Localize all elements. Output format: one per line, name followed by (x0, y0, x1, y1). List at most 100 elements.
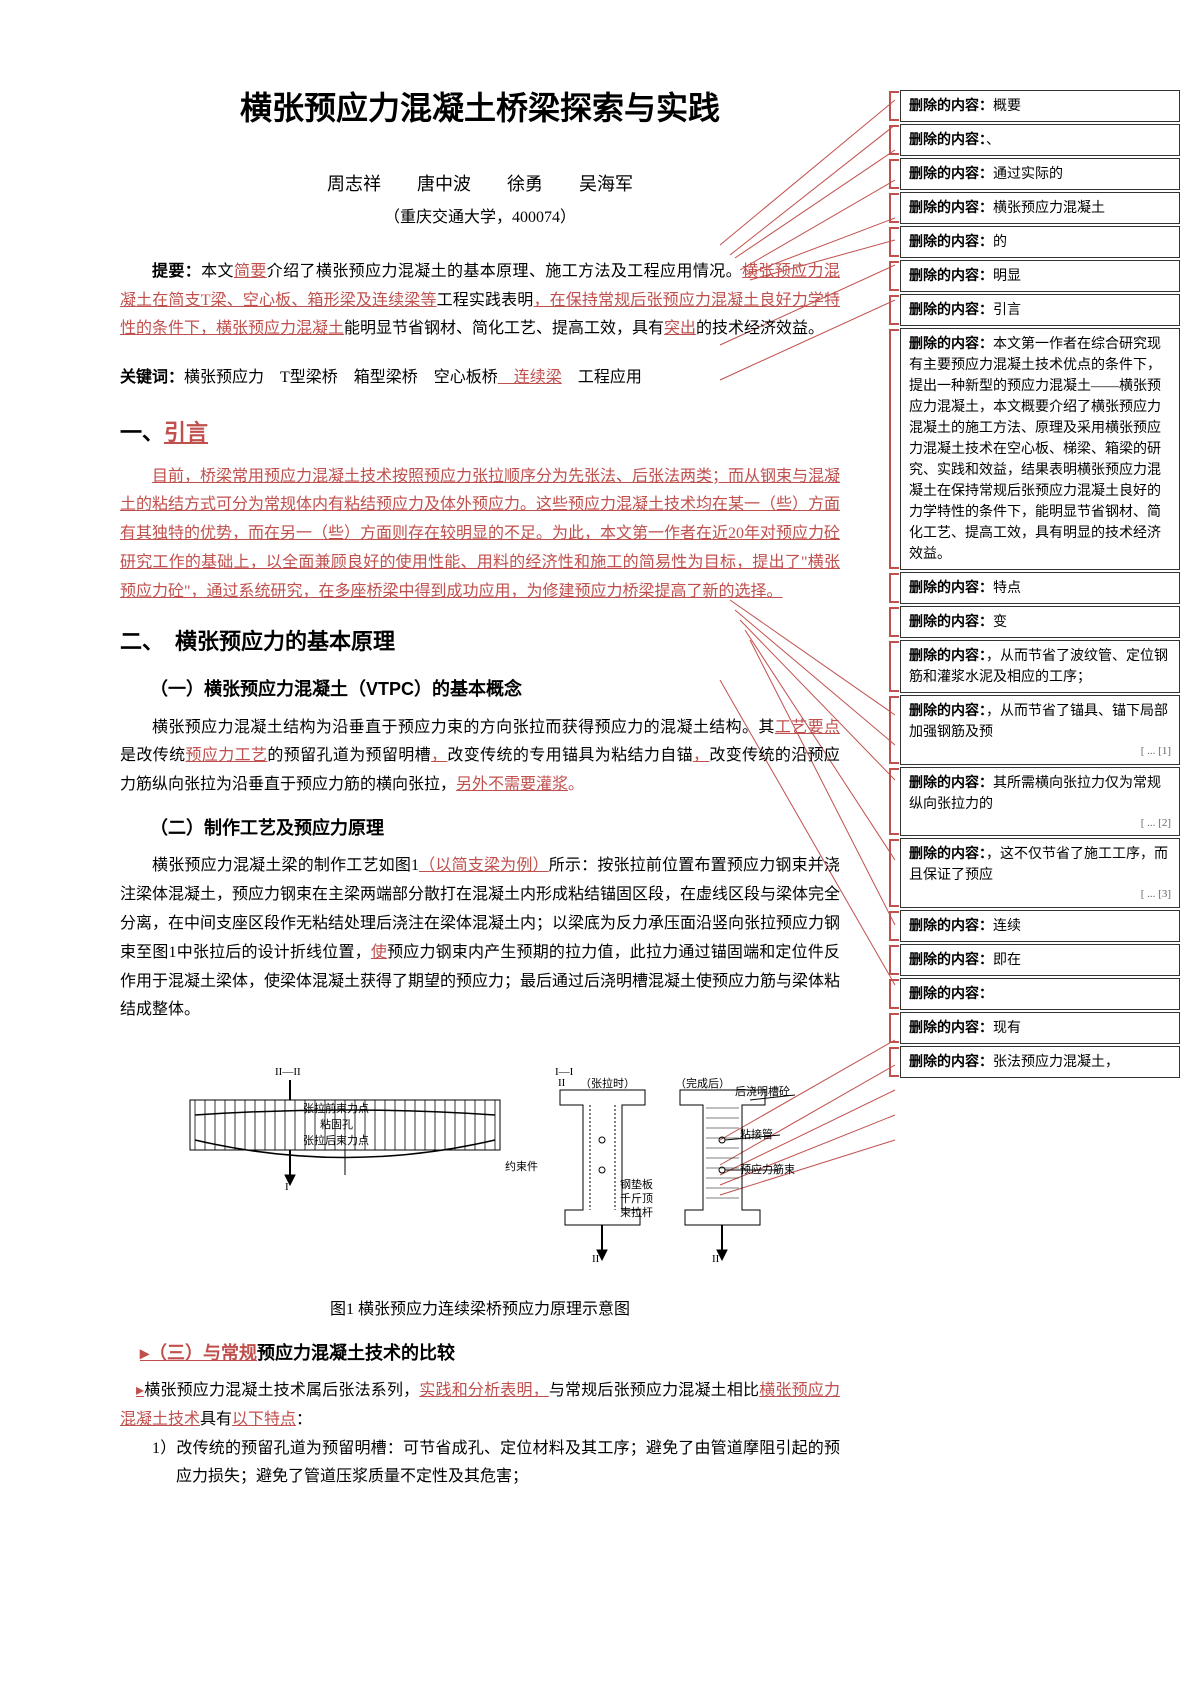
insertion: ， (693, 747, 709, 764)
revision-text: 明显 (993, 269, 1021, 284)
insertion: 使 (371, 944, 387, 961)
heading-2-2: （二）制作工艺及预应力原理 (150, 812, 840, 844)
insertion-caret: ▸ (136, 1382, 144, 1399)
revision-balloon: 删除的内容：通过实际的 (900, 158, 1180, 190)
insertion: （三）与 (149, 1343, 221, 1363)
revision-label: 删除的内容： (909, 97, 993, 113)
insertion: 目前，桥梁常用预应力混凝土技术按照预应力张拉顺序分为先张法、后张法两类；而从钢束… (120, 468, 840, 600)
authors-line: 周志祥 唐中波 徐勇 吴海军 (120, 168, 840, 200)
keywords: 关键词：横张预应力 T型梁桥 箱型梁桥 空心板桥 连续梁 工程应用 (120, 364, 840, 393)
revision-label: 删除的内容： (909, 613, 993, 629)
svg-text:后浇明槽砼: 后浇明槽砼 (735, 1085, 790, 1098)
svg-text:粘固孔: 粘固孔 (320, 1117, 353, 1131)
insertion: 预应力工艺 (185, 747, 267, 764)
paper-title: 横张预应力混凝土桥梁探索与实践 (120, 80, 840, 138)
revision-balloon: 删除的内容：、 (900, 124, 1180, 156)
revision-label: 删除的内容： (909, 951, 993, 967)
revision-balloon: 删除的内容：的 (900, 226, 1180, 258)
revision-label: 删除的内容： (909, 165, 993, 181)
revision-balloon: 删除的内容：横张预应力混凝土 (900, 192, 1180, 224)
abstract: 提要：本文简要介绍了横张预应力混凝土的基本原理、施工方法及工程应用情况。横张预应… (120, 258, 840, 344)
revision-label: 删除的内容： (909, 199, 993, 215)
svg-text:（张拉时）: （张拉时） (580, 1076, 635, 1090)
revision-balloon: 删除的内容：概要 (900, 90, 1180, 122)
svg-text:钢垫板: 钢垫板 (620, 1177, 653, 1191)
svg-text:II: II (592, 1253, 600, 1265)
revision-balloon: 删除的内容：其所需横向张拉力仅为常规纵向张拉力的[ ... [2] (900, 767, 1180, 837)
revision-balloon: 删除的内容：，从而节省了锚具、锚下局部加强钢筋及预[ ... [1] (900, 695, 1180, 765)
figure-1-caption: 图1 横张预应力连续梁桥预应力原理示意图 (120, 1296, 840, 1325)
revision-balloon: 删除的内容：，从而节省了波纹管、定位钢筋和灌浆水泥及相应的工序； (900, 640, 1180, 693)
insertion: 以下特点 (232, 1411, 296, 1428)
heading-2-1: （一）横张预应力混凝土（VTPC）的基本概念 (150, 673, 840, 705)
affiliation: （重庆交通大学，400074） (120, 204, 840, 233)
insertion: 连续梁 (498, 369, 562, 386)
revision-balloon: 删除的内容：，这不仅节省了施工工序，而且保证了预应[ ... [3] (900, 838, 1180, 908)
revision-label: 删除的内容： (909, 1053, 993, 1069)
svg-text:粘接管: 粘接管 (740, 1127, 773, 1141)
revision-label: 删除的内容： (909, 845, 986, 861)
revision-text: 本文第一作者在综合研究现有主要预应力混凝土技术优点的条件下，提出一种新型的预应力… (909, 337, 1161, 562)
svg-text:预应力筋束: 预应力筋束 (740, 1162, 795, 1176)
insertion: ， (431, 747, 447, 764)
revision-text: 引言 (993, 303, 1021, 318)
para-2-1: 横张预应力混凝土结构为沿垂直于预应力束的方向张拉而获得预应力的混凝土结构。其工艺… (120, 714, 840, 800)
revision-text: 现有 (993, 1021, 1021, 1036)
revision-text: 变 (993, 615, 1007, 630)
revision-balloon: 删除的内容：张法预应力混凝土， (900, 1046, 1180, 1078)
insertion: 常规 (221, 1343, 257, 1363)
revision-balloon: 删除的内容：现有 (900, 1012, 1180, 1044)
revision-label: 删除的内容： (909, 702, 986, 718)
heading-2: 二、 横张预应力的基本原理 (120, 622, 840, 662)
svg-text:张拉前束力点: 张拉前束力点 (303, 1101, 369, 1115)
revision-balloon: 删除的内容：本文第一作者在综合研究现有主要预应力混凝土技术优点的条件下，提出一种… (900, 328, 1180, 570)
revision-label: 删除的内容： (909, 774, 993, 790)
para-2-3: ▸横张预应力混凝土技术属后张法系列，实践和分析表明，与常规后张预应力混凝土相比横… (120, 1377, 840, 1435)
revision-text: 、 (986, 133, 1000, 148)
revision-text: 概要 (993, 99, 1021, 114)
document-main: 横张预应力混凝土桥梁探索与实践 周志祥 唐中波 徐勇 吴海军 （重庆交通大学，4… (120, 80, 840, 1492)
revision-label: 删除的内容： (909, 301, 993, 317)
heading-1: 一、引言 (120, 413, 840, 453)
svg-text:张拉后束力点: 张拉后束力点 (303, 1133, 369, 1147)
revision-label: 删除的内容： (909, 233, 993, 249)
insertion: 引言 (164, 420, 208, 445)
revision-balloon: 删除的内容：特点 (900, 572, 1180, 604)
svg-text:II: II (558, 1077, 566, 1089)
revision-sidebar: 删除的内容：概要删除的内容：、删除的内容：通过实际的删除的内容：横张预应力混凝土… (900, 90, 1180, 1080)
insertion: 工艺要点 (775, 719, 840, 736)
svg-text:I: I (285, 1181, 289, 1193)
svg-text:II—II: II—II (275, 1066, 301, 1078)
revision-label: 删除的内容： (909, 579, 993, 595)
revision-label: 删除的内容： (909, 647, 986, 663)
revision-balloon: 删除的内容： (900, 978, 1180, 1010)
revision-label: 删除的内容： (909, 917, 993, 933)
intro-paragraph: 目前，桥梁常用预应力混凝土技术按照预应力张拉顺序分为先张法、后张法两类；而从钢束… (120, 463, 840, 607)
revision-text: 张法预应力混凝土， (993, 1055, 1119, 1070)
svg-text:束拉杆: 束拉杆 (620, 1205, 653, 1219)
heading-2-3: ▸（三）与常规预应力混凝土技术的比较 (140, 1337, 840, 1369)
revision-label: 删除的内容： (909, 131, 986, 147)
revision-ellipsis: [ ... [2] (909, 815, 1171, 832)
revision-balloon: 删除的内容：变 (900, 606, 1180, 638)
revision-label: 删除的内容： (909, 985, 993, 1001)
abstract-label: 提要： (152, 263, 201, 280)
insertion: 另外不需要灌浆 (456, 776, 568, 793)
svg-text:千斤顶: 千斤顶 (620, 1192, 653, 1205)
revision-text: 的 (993, 235, 1007, 250)
revision-balloon: 删除的内容：连续 (900, 910, 1180, 942)
revision-balloon: 删除的内容：引言 (900, 294, 1180, 326)
revision-text: 即在 (993, 953, 1021, 968)
revision-label: 删除的内容： (909, 267, 993, 283)
insertion-caret: ▸ (140, 1343, 149, 1363)
figure-1: II—II I I—I （张拉时） （完成后） 后浇明槽砼 张拉前束力点 粘固孔… (120, 1040, 840, 1281)
revision-label: 删除的内容： (909, 1019, 993, 1035)
insertion: 实践和分析表明， (419, 1382, 548, 1399)
revision-balloon: 删除的内容：即在 (900, 944, 1180, 976)
svg-text:约束件: 约束件 (505, 1160, 538, 1173)
revision-balloon: 删除的内容：明显 (900, 260, 1180, 292)
revision-text: 特点 (993, 581, 1021, 596)
insertion: （以简支梁为例） (419, 857, 549, 874)
para-2-2: 横张预应力混凝土梁的制作工艺如图1（以简支梁为例）所示：按张拉前位置布置预应力钢… (120, 852, 840, 1025)
revision-ellipsis: [ ... [1] (909, 743, 1171, 760)
